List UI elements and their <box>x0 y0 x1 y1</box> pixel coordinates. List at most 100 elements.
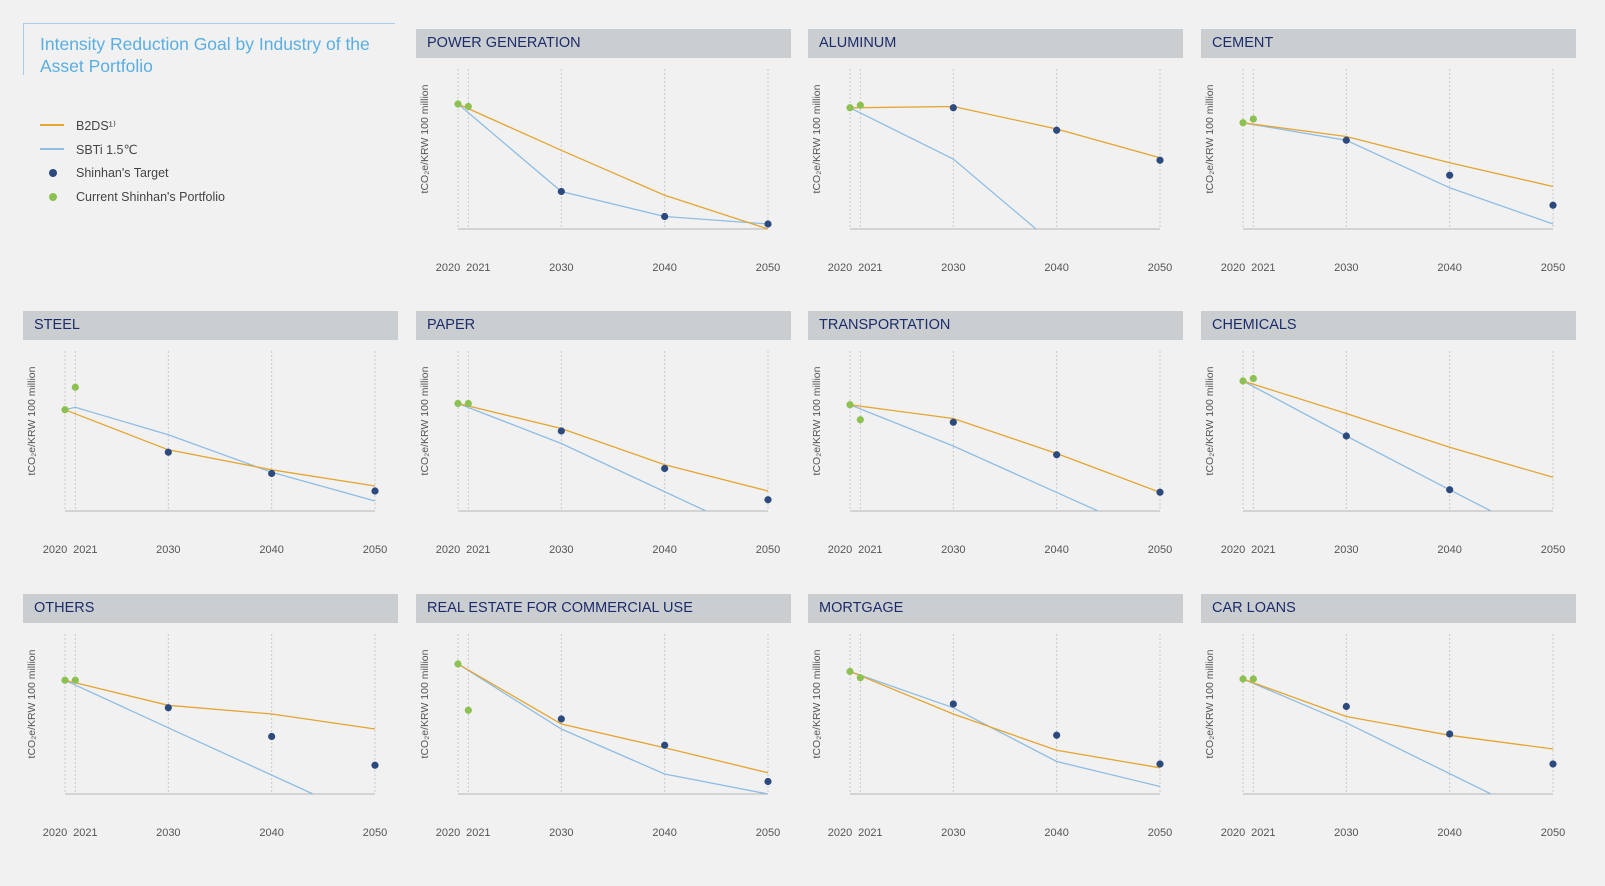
b2ds-series-line <box>457 402 769 492</box>
target-point <box>268 469 276 478</box>
legend-item-sbti: SBTi 1.5℃ <box>40 140 138 158</box>
current-dot-swatch <box>40 191 64 203</box>
target-point <box>1446 486 1454 494</box>
x-tick-label: 2040 <box>652 262 676 274</box>
current-portfolio-point <box>1239 675 1247 683</box>
x-tick-label: 2040 <box>652 544 676 556</box>
x-tick-label: 2050 <box>756 262 780 274</box>
x-tick-label: 2050 <box>1541 827 1565 839</box>
panel-title: CEMENT <box>1201 29 1576 58</box>
legend-item-current: Current Shinhan's Portfolio <box>40 188 225 206</box>
target-point <box>1549 201 1557 209</box>
x-tick-label: 2021 <box>858 262 882 274</box>
chart-svg: tCO₂e/KRW 100 million 2020 2021 2030 2040 205… <box>419 69 780 274</box>
target-point <box>371 487 379 495</box>
current-portfolio-point <box>1249 115 1257 123</box>
x-tick-label: 2020 <box>828 544 852 556</box>
target-point <box>949 104 957 112</box>
sbti-series-line <box>457 663 769 794</box>
current-portfolio-point <box>454 399 462 408</box>
b2ds-series-line <box>457 103 769 229</box>
current-portfolio-point <box>1249 374 1257 383</box>
legend-top-rule <box>23 23 395 24</box>
chart-panel: MORTGAGE tCO₂e/KRW 100 million 2020 2021 203… <box>808 594 1183 860</box>
sbti-series-line <box>849 670 1161 788</box>
x-tick-label: 2021 <box>858 544 882 556</box>
x-tick-label: 2050 <box>756 827 780 839</box>
x-tick-label: 2021 <box>858 827 882 839</box>
legend-panel: Intensity Reduction Goal by Industry of … <box>23 23 395 206</box>
target-point <box>764 777 772 786</box>
b2ds-series-line <box>1242 122 1554 188</box>
b2ds-series-line <box>849 670 1161 769</box>
x-tick-label: 2050 <box>756 544 780 556</box>
x-tick-label: 2050 <box>1148 827 1172 839</box>
sbti-series-line <box>849 404 1099 511</box>
legend-label-b2ds: B2DS¹⁾ <box>76 118 116 133</box>
y-axis-label: tCO₂e/KRW 100 million <box>1204 84 1216 193</box>
x-tick-label: 2020 <box>828 262 852 274</box>
chart-panel: REAL ESTATE FOR COMMERCIAL USE tCO₂e/KRW … <box>416 594 791 860</box>
x-tick-label: 2040 <box>1044 827 1068 839</box>
b2ds-series-line <box>1242 380 1554 478</box>
x-tick-label: 2040 <box>259 544 283 556</box>
y-axis-label: tCO₂e/KRW 100 million <box>419 366 431 475</box>
x-tick-label: 2020 <box>1221 827 1245 839</box>
target-point <box>661 212 669 221</box>
x-tick-label: 2030 <box>941 544 965 556</box>
target-point <box>557 187 565 196</box>
chart-panel: STEEL tCO₂e/KRW 100 million 2020 2021 2030 20… <box>23 311 398 577</box>
y-axis-label: tCO₂e/KRW 100 million <box>811 649 823 758</box>
target-point <box>1156 488 1164 496</box>
chart-svg: tCO₂e/KRW 100 million 2020 2021 2030 2040 205… <box>811 351 1172 556</box>
legend-label-sbti: SBTi 1.5℃ <box>76 142 138 157</box>
current-portfolio-point <box>1239 119 1247 127</box>
b2ds-series-line <box>849 105 1161 159</box>
target-point <box>661 464 669 473</box>
x-tick-label: 2020 <box>43 544 67 556</box>
target-point <box>1446 171 1454 179</box>
x-tick-label: 2021 <box>73 544 97 556</box>
target-point <box>557 715 565 723</box>
panel-title: PAPER <box>416 311 791 340</box>
current-portfolio-point <box>1239 377 1247 385</box>
current-portfolio-point <box>846 401 854 409</box>
chart-panel: PAPER tCO₂e/KRW 100 million 2020 2021 2030 20… <box>416 311 791 577</box>
x-tick-label: 2021 <box>466 827 490 839</box>
chart-svg: tCO₂e/KRW 100 million 2020 2021 2030 2040 205… <box>419 634 780 839</box>
chart-svg: tCO₂e/KRW 100 million 2020 2021 2030 2040 205… <box>1204 69 1565 274</box>
x-tick-label: 2040 <box>259 827 283 839</box>
chart-svg: tCO₂e/KRW 100 million 2020 2021 2030 2040 205… <box>1204 634 1565 839</box>
current-portfolio-point <box>464 399 472 408</box>
target-point <box>1053 451 1061 459</box>
current-portfolio-point <box>846 667 854 676</box>
target-point <box>1156 760 1164 768</box>
x-tick-label: 2021 <box>1251 544 1275 556</box>
chart-title: Intensity Reduction Goal by Industry of … <box>40 34 370 76</box>
x-tick-label: 2040 <box>1437 544 1461 556</box>
target-point <box>164 448 172 456</box>
legend-item-target: Shinhan's Target <box>40 164 169 182</box>
x-tick-label: 2050 <box>1541 544 1565 556</box>
y-axis-label: tCO₂e/KRW 100 million <box>1204 366 1216 475</box>
x-tick-label: 2021 <box>1251 827 1275 839</box>
x-tick-label: 2020 <box>1221 544 1245 556</box>
target-point <box>764 220 772 228</box>
panel-title: ALUMINUM <box>808 29 1183 58</box>
panel-title: TRANSPORTATION <box>808 311 1183 340</box>
x-tick-label: 2030 <box>156 544 180 556</box>
x-tick-label: 2020 <box>828 827 852 839</box>
chart-panel: CEMENT tCO₂e/KRW 100 million 2020 2021 2030 2… <box>1201 29 1576 295</box>
target-point <box>949 700 957 708</box>
x-tick-label: 2040 <box>1044 262 1068 274</box>
x-tick-label: 2030 <box>549 827 573 839</box>
chart-panel: OTHERS tCO₂e/KRW 100 million 2020 2021 2030 2… <box>23 594 398 860</box>
b2ds-series-line <box>1242 678 1554 750</box>
panel-title: STEEL <box>23 311 398 340</box>
panel-title: REAL ESTATE FOR COMMERCIAL USE <box>416 594 791 623</box>
sbti-series-line <box>64 679 314 794</box>
target-point <box>1549 760 1557 768</box>
target-point <box>1342 136 1350 144</box>
x-tick-label: 2030 <box>1334 827 1358 839</box>
sbti-series-line <box>849 107 1037 229</box>
